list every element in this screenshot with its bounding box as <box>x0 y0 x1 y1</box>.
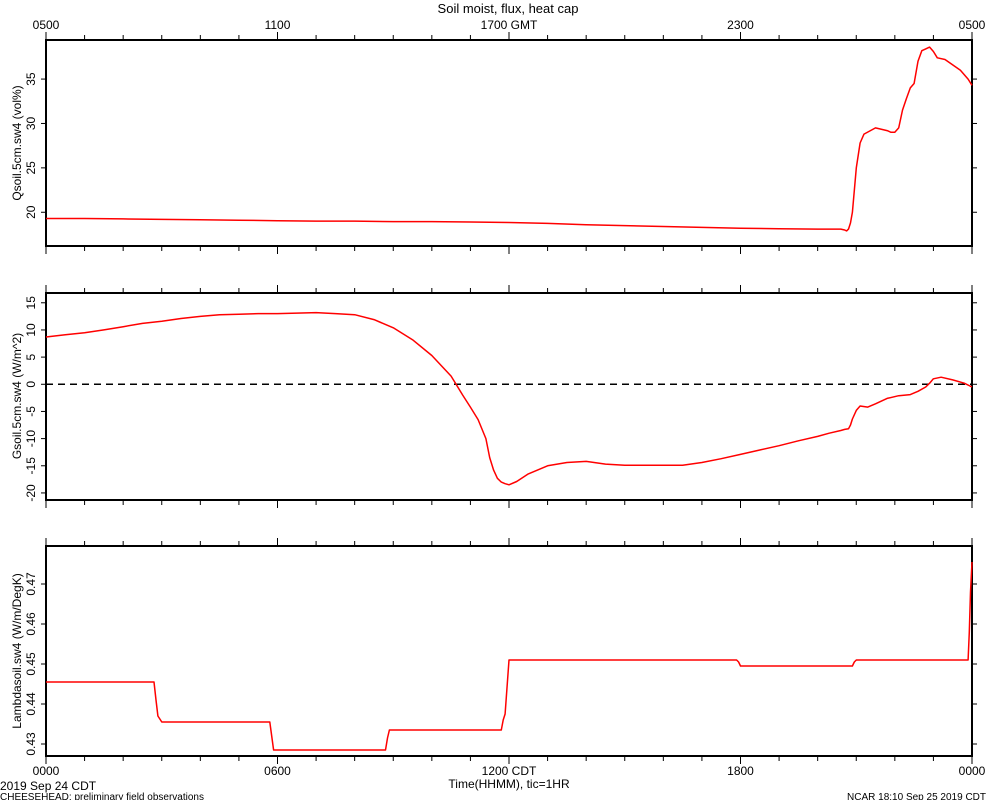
series-line-soil-moisture <box>46 46 973 232</box>
y-axis-label: Gsoil.5cm.sw4 (W/m^2) <box>10 333 24 459</box>
panel-frame <box>45 292 973 501</box>
x-axis-label: Time(HHMM), tic=1HR <box>448 777 570 791</box>
y-tick-label: 0.43 <box>24 732 38 756</box>
y-axis-label: Lambdasoil.sw4 (W/m/DegK) <box>10 573 24 728</box>
chart-title: Soil moist, flux, heat cap <box>438 1 579 16</box>
bottom-axis-tick-label: 0000 <box>959 764 986 778</box>
y-ticks: 0.43 0.44 0.45 0.46 0.47 <box>24 572 977 756</box>
y-tick-label: 20 <box>24 205 38 219</box>
y-tick-label: 0 <box>24 381 38 388</box>
footer-project: CHEESEHEAD: preliminary field observatio… <box>0 792 204 800</box>
top-axis-tick-label: 2300 <box>727 18 754 32</box>
y-tick-label: -5 <box>24 406 38 417</box>
footer-date: 2019 Sep 24 CDT <box>0 779 97 793</box>
y-tick-label: 0.47 <box>24 572 38 596</box>
top-axis-tick-label: 0500 <box>959 18 986 32</box>
top-axis-tick-label: 1100 <box>265 18 291 32</box>
y-axis-label: Qsoil.5cm.sw4 (vol%) <box>10 85 24 200</box>
y-tick-label: -20 <box>24 484 38 502</box>
y-tick-label: 15 <box>24 296 38 310</box>
bottom-axis-tick-label: 1800 <box>727 764 754 778</box>
y-tick-label: 5 <box>24 353 38 360</box>
y-tick-label: 0.45 <box>24 652 38 676</box>
top-axis-tick-label: 1700 GMT <box>481 18 538 32</box>
y-tick-label: -15 <box>24 457 38 475</box>
y-ticks: 20 25 30 35 <box>24 72 977 219</box>
panel-frame <box>45 545 973 757</box>
bottom-axis-tick-label: 1200 CDT <box>482 764 537 778</box>
y-tick-label: 30 <box>24 116 38 130</box>
panel-frame <box>45 39 973 247</box>
series-line-thermal-conductivity <box>46 561 973 751</box>
panel-soil-heat-flux: -20 -15 -10 -5 0 5 10 15 Gsoil.5cm.sw4 (W/m^2) <box>10 285 977 508</box>
x-ticks <box>45 285 973 508</box>
y-tick-label: 10 <box>24 323 38 337</box>
y-tick-label: 0.44 <box>24 692 38 716</box>
y-tick-label: -10 <box>24 430 38 448</box>
panel-thermal-conductivity: 0.43 0.44 0.45 0.46 0.47 Lambdasoil.sw4 (W/m… <box>10 538 977 764</box>
panel-soil-moisture: 20 25 30 35 Qsoil.5cm.sw4 (vol%) <box>10 32 977 254</box>
y-tick-label: 0.46 <box>24 612 38 636</box>
y-tick-label: 35 <box>24 72 38 86</box>
x-ticks <box>45 538 973 764</box>
bottom-axis-tick-label: 0600 <box>264 764 291 778</box>
x-ticks <box>45 32 973 254</box>
series-line-soil-heat-flux <box>45 311 973 486</box>
y-ticks: -20 -15 -10 -5 0 5 10 15 <box>24 296 977 502</box>
y-tick-label: 25 <box>24 161 38 175</box>
footer-stamp: NCAR 18:10 Sep 25 2019 CDT <box>847 792 986 800</box>
bottom-time-axis: 0000 0600 1200 CDT 1800 0000 Time(HHMM),… <box>33 764 986 791</box>
top-axis-tick-label: 0500 <box>33 18 60 32</box>
top-time-axis: 0500 1100 1700 GMT 2300 0500 <box>33 18 986 32</box>
bottom-axis-tick-label: 0000 <box>33 764 60 778</box>
